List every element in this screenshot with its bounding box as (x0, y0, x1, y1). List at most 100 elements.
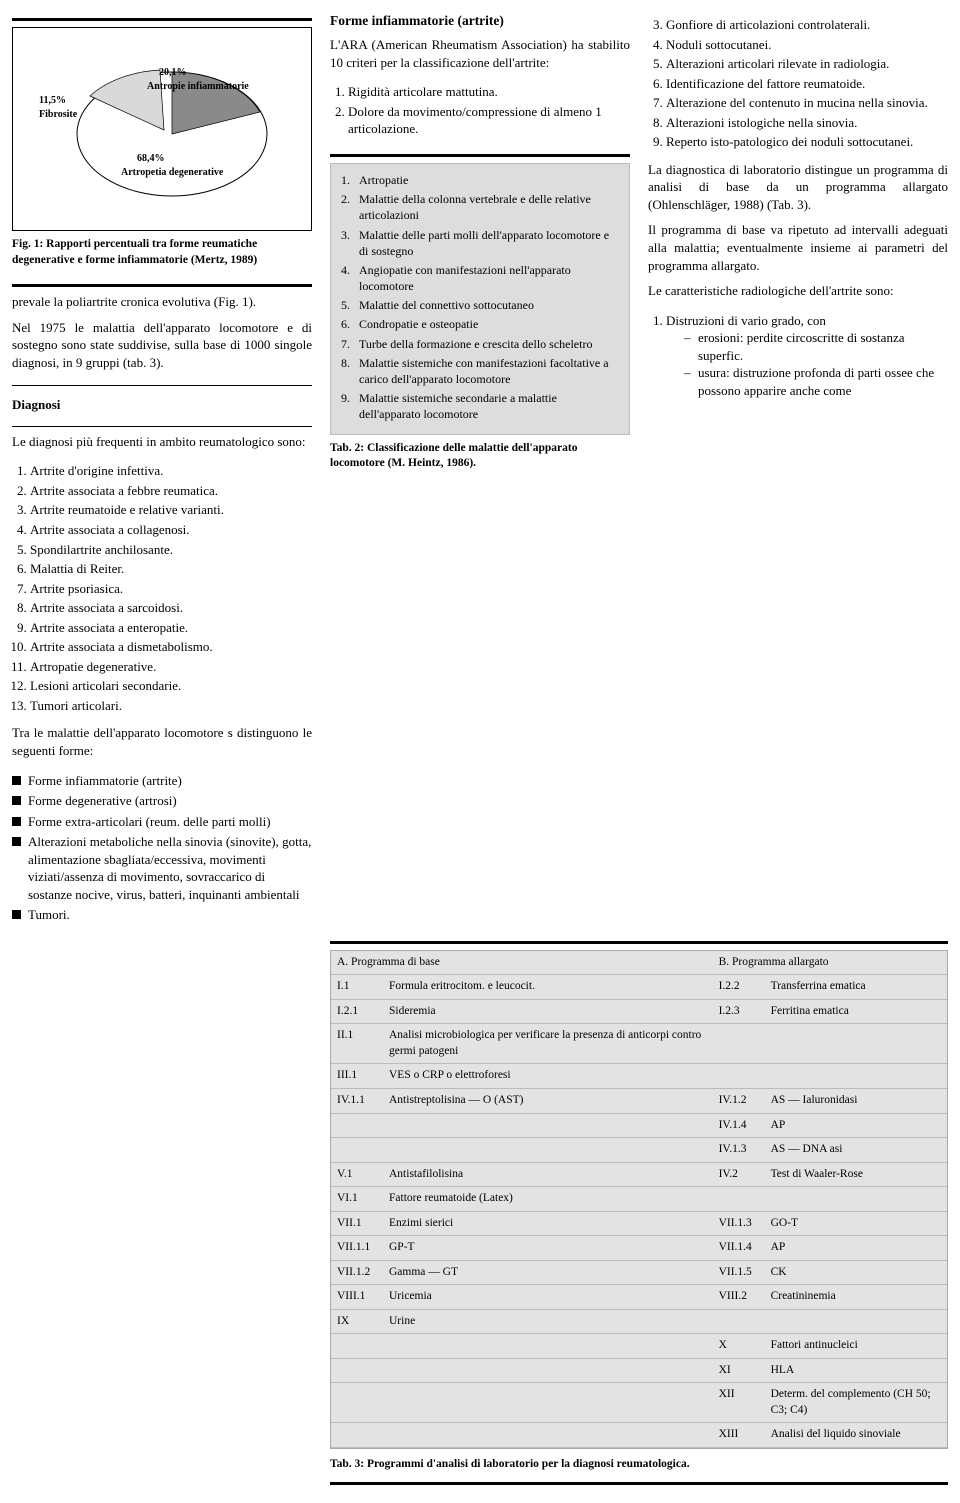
tab2-item: 8.Malattie sistemiche con manifestazioni… (341, 355, 619, 387)
diag-item: Artropatie degenerative. (30, 658, 312, 676)
diagnosi-heading: Diagnosi (12, 396, 312, 414)
pie-lab-2: Artropetia degenerative (121, 166, 223, 180)
column-2: Forme infiammatorie (artrite) L'ARA (Ame… (330, 12, 630, 935)
table-row: XIHLA (331, 1358, 947, 1383)
radio-1-text: Distruzioni di vario grado, con (666, 313, 826, 328)
diagnosis-list: Artrite d'origine infettiva. Artrite asso… (30, 462, 312, 716)
radio-1: Distruzioni di vario grado, con –erosion… (666, 312, 948, 400)
dash-2: –usura: distruzione profonda di parti os… (684, 364, 948, 399)
rule (12, 385, 312, 386)
tab3-head: A. Programma di base B. Programma allarg… (331, 951, 947, 975)
pie-pct-0: 20,1% (159, 66, 187, 80)
diag-item: Lesioni articolari secondarie. (30, 677, 312, 695)
c1-p1: prevale la poliartrite cronica evolutiva… (12, 293, 312, 311)
c1-p2: Nel 1975 le malattia dell'apparato locom… (12, 319, 312, 372)
forme-heading: Forme infiammatorie (artrite) (330, 12, 630, 30)
tab2-item: 7.Turbe della formazione e crescita dell… (341, 336, 619, 352)
diag-item: Spondilartrite anchilosante. (30, 541, 312, 559)
table-row: II.1Analisi microbiologica per verificar… (331, 1024, 947, 1064)
rule (330, 941, 948, 944)
crit-item: Noduli sottocutanei. (666, 36, 948, 54)
pie-pct-1: 11,5% (39, 94, 66, 108)
c2-p1: L'ARA (American Rheumatism Association) … (330, 36, 630, 71)
tab3-caption: Tab. 3: Programmi d'analisi di laborator… (330, 1457, 948, 1473)
figure-1-caption: Fig. 1: Rapporti percentuali tra forme r… (12, 237, 312, 268)
diag-item: Artrite associata a enteropatie. (30, 619, 312, 637)
table-row: VII.1.2Gamma — GTVII.1.5CK (331, 1260, 947, 1285)
crit-2: Dolore da movimento/compressione di alme… (348, 103, 630, 138)
criteria-3-9: Gonfiore di articolazioni controlaterali… (666, 16, 948, 153)
dash-1-text: erosioni: perdite circoscritte di sostan… (698, 329, 948, 364)
table-row: IV.1.4AP (331, 1113, 947, 1138)
rule (12, 18, 312, 21)
c3-p1: La diagnostica di laboratorio distingue … (648, 161, 948, 214)
diag-item: Artrite associata a dismetabolismo. (30, 638, 312, 656)
diag-item: Artrite associata a collagenosi. (30, 521, 312, 539)
tab3-wrap: A. Programma di base B. Programma allarg… (330, 935, 948, 1491)
radio-list: Distruzioni di vario grado, con –erosion… (666, 312, 948, 402)
diag-item: Artrite d'origine infettiva. (30, 462, 312, 480)
tab3-headB: B. Programma allargato (713, 951, 947, 975)
diag-item: Malattia di Reiter. (30, 560, 312, 578)
dash-2-text: usura: distruzione profonda di parti oss… (698, 364, 948, 399)
form-item: Forme extra-articolari (reum. delle part… (12, 813, 312, 831)
table-row: I.2.1SideremiaI.2.3Ferritina ematica (331, 999, 947, 1024)
crit-1: Rigidità articolare mattutina. (348, 83, 630, 101)
crit-item: Reperto isto-patologico dei noduli sotto… (666, 133, 948, 151)
column-3: Gonfiore di articolazioni controlaterali… (648, 12, 948, 935)
forms-list: Forme infiammatorie (artrite) Forme degen… (12, 772, 312, 927)
tab3-table: A. Programma di base B. Programma allarg… (331, 951, 947, 1448)
pie-pct-2: 68,4% (137, 152, 165, 166)
form-item: Forme infiammatorie (artrite) (12, 772, 312, 790)
diag-item: Artrite associata a febbre reumatica. (30, 482, 312, 500)
c1-p3: Le diagnosi più frequenti in ambito reum… (12, 433, 312, 451)
crit-item: Identificazione del fattore reumatoide. (666, 75, 948, 93)
rule (330, 1482, 948, 1485)
pie-lab-0: Antropie infiammatorie (147, 80, 249, 94)
table-row: I.1Formula eritrocitom. e leucocit.I.2.2… (331, 975, 947, 1000)
diag-item: Artrite associata a sarcoidosi. (30, 599, 312, 617)
table-row: III.1VES o CRP o elettroforesi (331, 1064, 947, 1089)
table-row: IXUrine (331, 1309, 947, 1334)
form-item: Alterazioni metaboliche nella sinovia (s… (12, 833, 312, 903)
tab3-box: A. Programma di base B. Programma allarg… (330, 950, 948, 1449)
form-item: Forme degenerative (artrosi) (12, 792, 312, 810)
pie-svg (32, 34, 292, 214)
tab2-item: 6.Condropatie e osteopatie (341, 316, 619, 332)
table-row: XIIIAnalisi del liquido sinoviale (331, 1423, 947, 1448)
table-row: VIII.1UricemiaVIII.2Creatininemia (331, 1285, 947, 1310)
tab2-item: 5.Malattie del connettivo sottocutaneo (341, 297, 619, 313)
page-grid: 20,1% Antropie infiammatorie 11,5% Fibro… (12, 12, 948, 1491)
crit-item: Alterazioni istologiche nella sinovia. (666, 114, 948, 132)
tab2-item: 1.Artropatie (341, 172, 619, 188)
rule (330, 154, 630, 157)
table-row: IV.1.3AS — DNA asi (331, 1138, 947, 1163)
c1-p4: Tra le malattie dell'apparato locomotore… (12, 724, 312, 759)
table-row: XFattori antinucleici (331, 1334, 947, 1359)
table-row: IV.1.1Antistreptolisina — O (AST)IV.1.2A… (331, 1088, 947, 1113)
crit-item: Alterazione del contenuto in mucina nell… (666, 94, 948, 112)
c3-p2: Il programma di base va ripetuto ad inte… (648, 221, 948, 274)
table-row: VI.1Fattore reumatoide (Latex) (331, 1187, 947, 1212)
rule (12, 426, 312, 427)
pie-lab-1: Fibrosite (39, 108, 77, 122)
tab2-item: 3.Malattie delle parti molli dell'appara… (341, 227, 619, 259)
column-1: 20,1% Antropie infiammatorie 11,5% Fibro… (12, 12, 312, 935)
criteria-1-2: Rigidità articolare mattutina. Dolore da… (348, 83, 630, 140)
rule (12, 284, 312, 287)
tab2-caption: Tab. 2: Classificazione delle malattie d… (330, 441, 630, 472)
table-row: VII.1.1GP-TVII.1.4AP (331, 1236, 947, 1261)
tab2-item: 2.Malattie della colonna vertebrale e de… (341, 191, 619, 223)
table-row: XIIDeterm. del complemento (CH 50; C3; C… (331, 1383, 947, 1423)
diag-item: Artrite psoriasica. (30, 580, 312, 598)
figure-1-box: 20,1% Antropie infiammatorie 11,5% Fibro… (12, 27, 312, 231)
crit-item: Alterazioni articolari rilevate in radio… (666, 55, 948, 73)
tab2-item: 4.Angiopatie con manifestazioni nell'app… (341, 262, 619, 294)
table-row: VII.1Enzimi siericiVII.1.3GO-T (331, 1211, 947, 1236)
pie-chart: 20,1% Antropie infiammatorie 11,5% Fibro… (19, 34, 305, 224)
diag-item: Artrite reumatoide e relative varianti. (30, 501, 312, 519)
tab2-item: 9.Malattie sistemiche secondarie a malat… (341, 390, 619, 422)
crit-item: Gonfiore di articolazioni controlaterali… (666, 16, 948, 34)
dash-1: –erosioni: perdite circoscritte di sosta… (684, 329, 948, 364)
table-row: V.1AntistafilolisinaIV.2Test di Waaler-R… (331, 1162, 947, 1187)
